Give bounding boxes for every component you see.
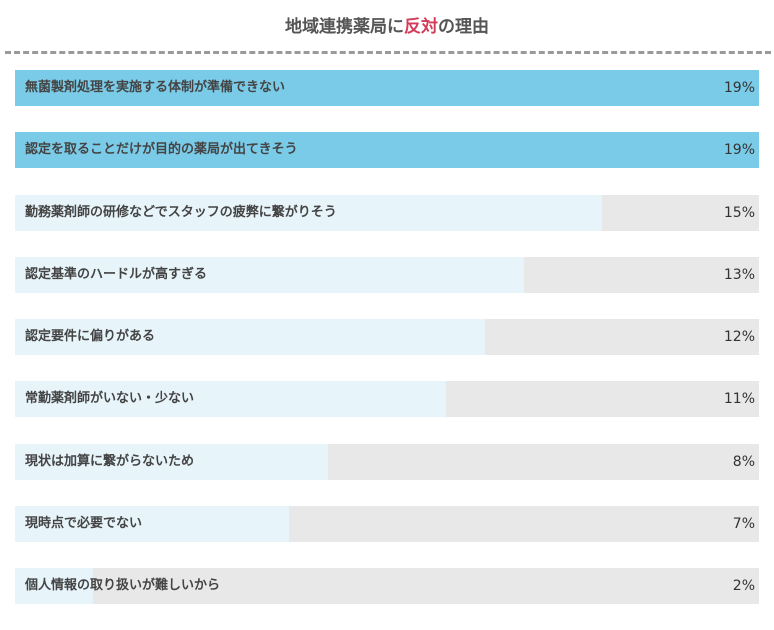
title-part-1: 地域連携薬局に [285,17,404,37]
bar-row: 認定を取ることだけが目的の薬局が出てきそう 19% [15,132,759,169]
bar-chart: 無菌製剤処理を実施する体制が準備できない 19% 認定を取ることだけが目的の薬局が出… [15,70,759,630]
title-accent: 反対 [404,17,438,37]
bar [15,70,759,106]
bar-row: 個人情報の取り扱いが難しいから 2% [15,568,759,604]
bar [15,568,94,604]
bar-value-label: 13% [723,266,755,283]
bar-value-label: 2% [732,578,755,594]
bar-label: 認定基準のハードルが高すぎる [25,266,208,282]
bar-label: 現状は加算に繋がらないため [25,453,195,469]
bar-label: 勤務薬剤師の研修などでスタッフの疲弊に繋がりそう [25,204,337,220]
bar-label: 無菌製剤処理を実施する体制が準備できない [25,80,286,95]
bar [15,319,485,355]
bar-value-label: 15% [723,204,755,221]
chart-title: 地域連携薬局に反対の理由 [0,12,774,37]
bar [15,381,446,418]
bar-row: 認定要件に偏りがある 12% [15,319,759,355]
title-part-2: の理由 [438,17,489,37]
bar [15,505,290,542]
bar [15,256,525,293]
bar-value-label: 12% [723,329,755,345]
bar-row: 勤務薬剤師の研修などでスタッフの疲弊に繋がりそう 15% [15,194,759,231]
bar-label: 常勤薬剤師がいない・少ない [25,391,195,407]
title-divider [5,51,771,54]
bar-row: 無菌製剤処理を実施する体制が準備できない 19% [15,70,759,106]
bar-value-label: 8% [732,453,755,470]
bar [15,443,329,480]
bar-value-label: 7% [732,515,755,532]
bar-row: 認定基準のハードルが高すぎる 13% [15,256,759,293]
bar-value-label: 19% [723,80,755,96]
bar-row: 現時点で必要でない 7% [15,505,759,542]
bar-label: 個人情報の取り扱いが難しいから [25,578,221,593]
bar [15,194,603,231]
bar-row: 現状は加算に繋がらないため 8% [15,443,759,480]
bar-row: 常勤薬剤師がいない・少ない 11% [15,381,759,418]
bar-label: 現時点で必要でない [25,515,143,531]
bar [15,132,759,169]
bar-label: 認定要件に偏りがある [25,329,156,344]
bar-label: 認定を取ることだけが目的の薬局が出てきそう [25,142,298,158]
bar-value-label: 11% [723,391,755,408]
bar-value-label: 19% [723,142,755,159]
